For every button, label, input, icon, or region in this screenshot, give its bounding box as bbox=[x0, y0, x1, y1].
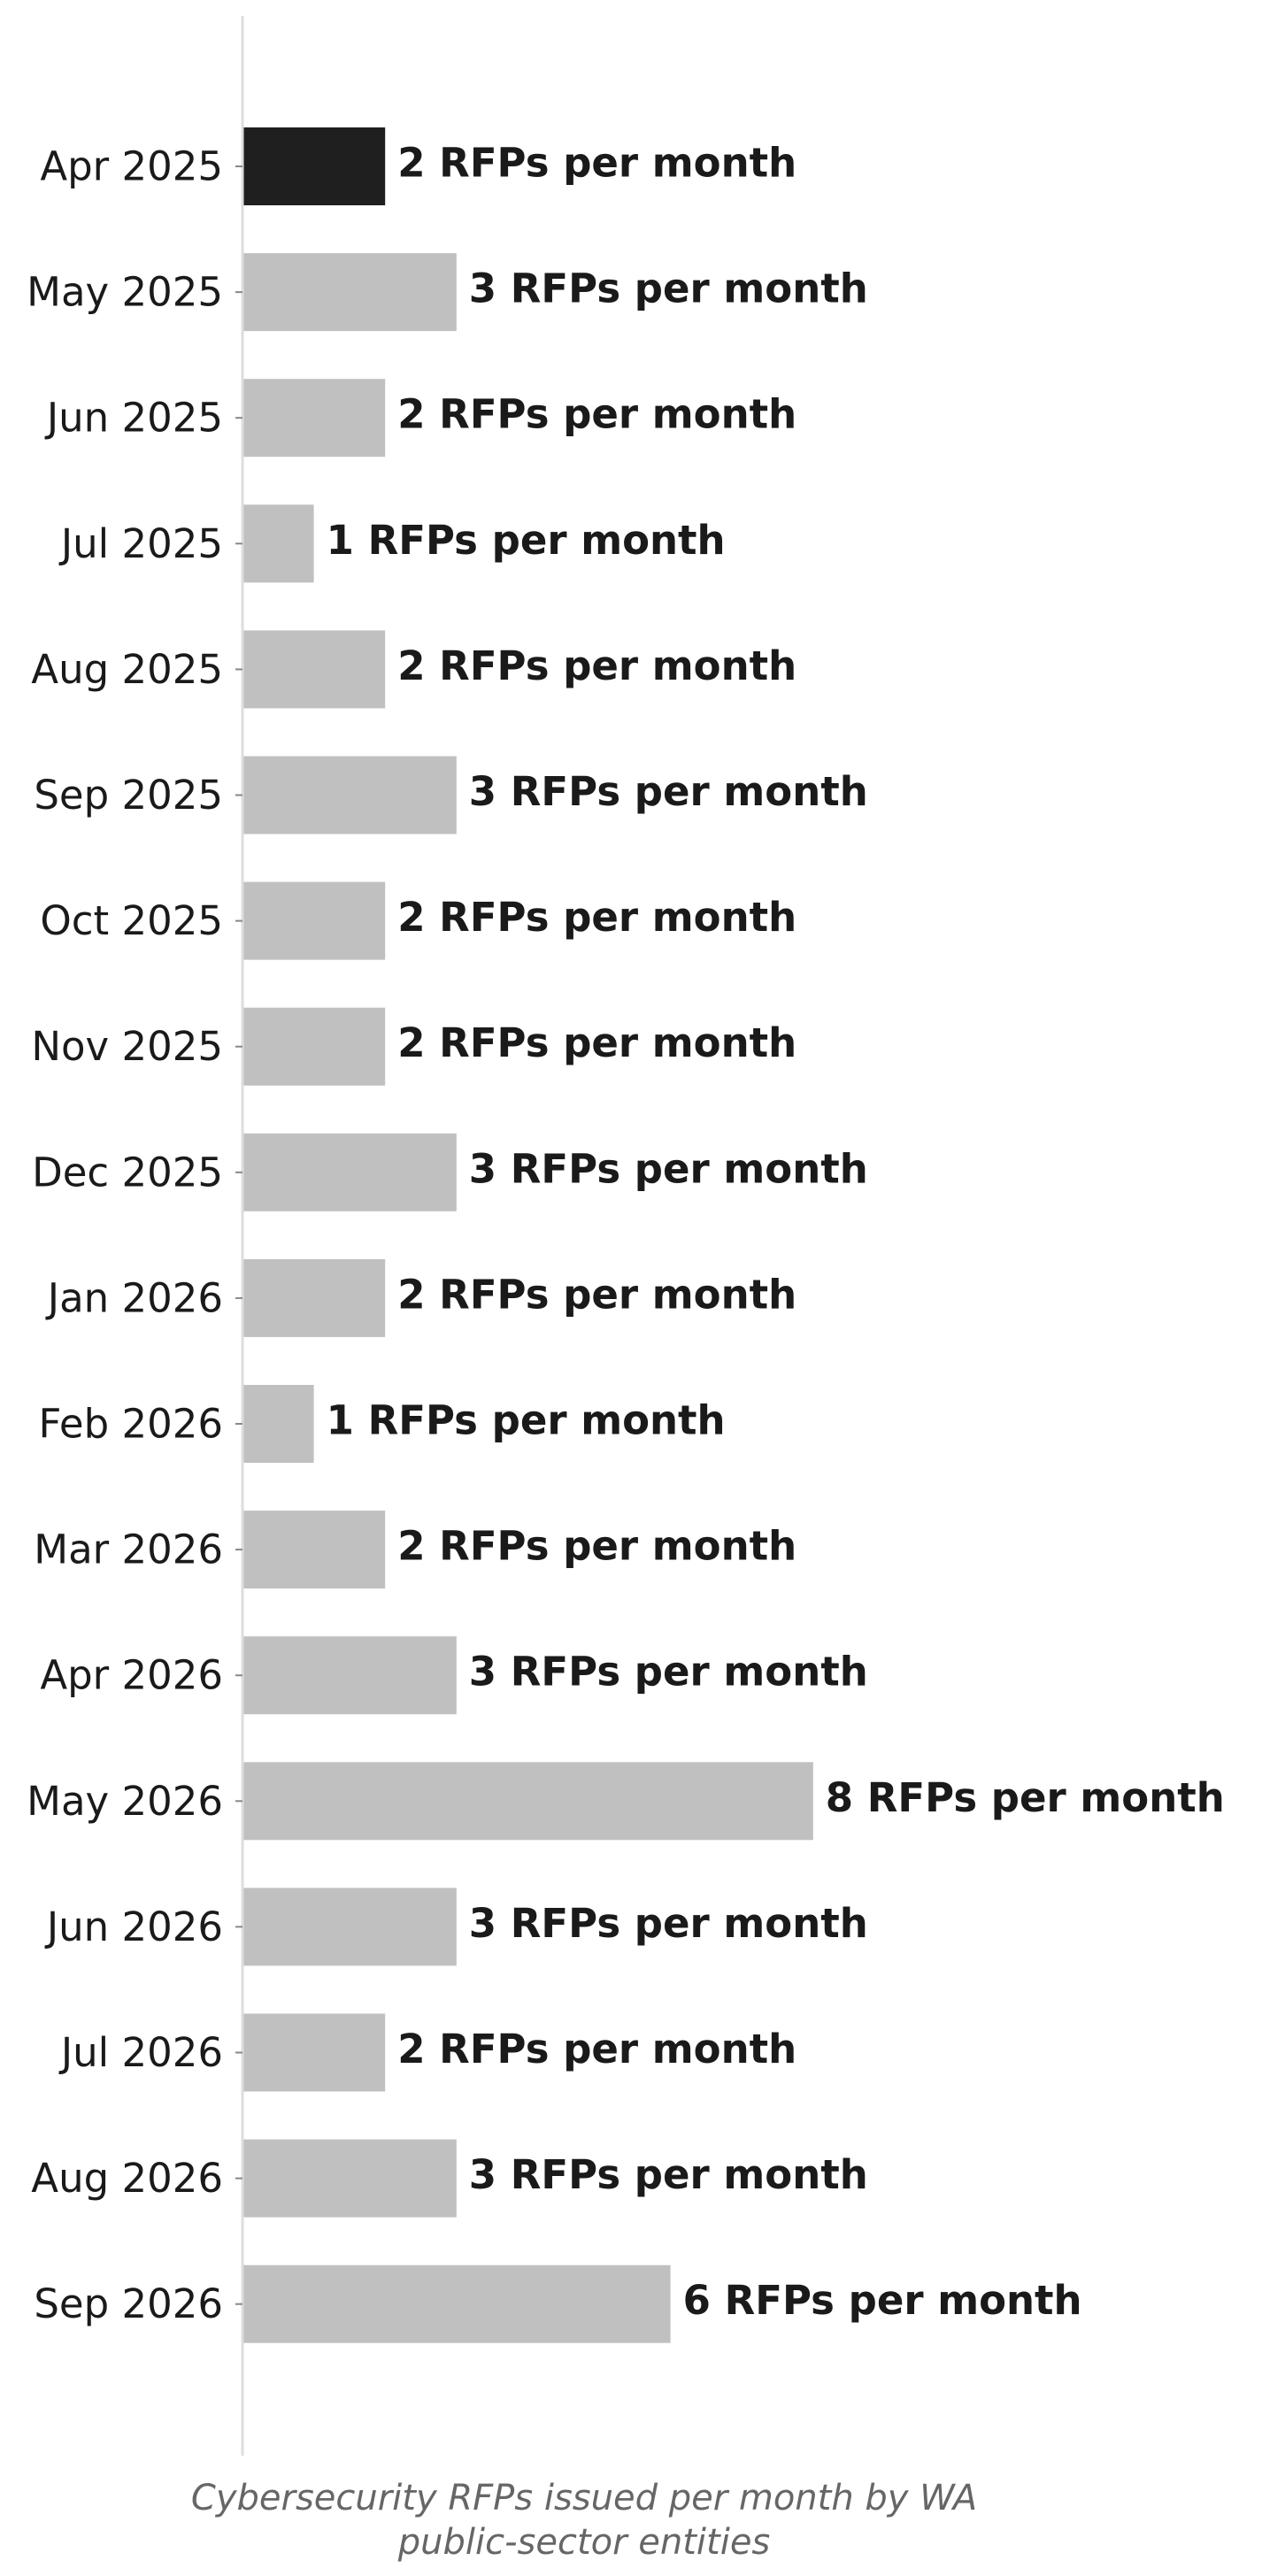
data-label: 3 RFPs per month bbox=[469, 265, 868, 312]
bar bbox=[242, 630, 386, 709]
data-label: 1 RFPs per month bbox=[327, 517, 726, 564]
category-label: Aug 2026 bbox=[31, 2155, 223, 2202]
x-axis-caption: Cybersecurity RFPs issued per month by W… bbox=[190, 2478, 978, 2563]
data-label: 2 RFPs per month bbox=[397, 391, 796, 438]
category-label: May 2026 bbox=[27, 1778, 223, 1825]
category-label: Jul 2026 bbox=[58, 2029, 223, 2076]
category-label: Dec 2025 bbox=[32, 1149, 223, 1196]
category-label: Jun 2026 bbox=[44, 1903, 223, 1950]
category-label: Aug 2025 bbox=[31, 646, 223, 693]
bar bbox=[242, 756, 457, 834]
bar bbox=[242, 2013, 386, 2092]
category-label: Jun 2025 bbox=[44, 395, 223, 442]
category-label: Apr 2026 bbox=[40, 1652, 223, 1699]
data-label: 3 RFPs per month bbox=[469, 2151, 868, 2198]
bar bbox=[242, 1385, 314, 1463]
category-label: May 2025 bbox=[27, 269, 223, 316]
bar bbox=[242, 1007, 386, 1086]
bar bbox=[242, 127, 386, 205]
data-label: 3 RFPs per month bbox=[469, 1900, 868, 1947]
bar bbox=[242, 2139, 457, 2218]
bar bbox=[242, 1133, 457, 1211]
bar bbox=[242, 1636, 457, 1715]
category-label: Sep 2026 bbox=[34, 2280, 223, 2327]
data-label: 2 RFPs per month bbox=[397, 1523, 796, 1570]
bar bbox=[242, 1258, 386, 1337]
data-label: 1 RFPs per month bbox=[327, 1397, 726, 1444]
data-label: 3 RFPs per month bbox=[469, 1649, 868, 1696]
category-label: Nov 2025 bbox=[31, 1023, 223, 1070]
bar bbox=[242, 2265, 671, 2343]
bar bbox=[242, 1762, 813, 1841]
category-label: Oct 2025 bbox=[40, 897, 223, 944]
bar bbox=[242, 504, 314, 583]
data-label: 2 RFPs per month bbox=[397, 140, 796, 187]
data-label: 3 RFPs per month bbox=[469, 768, 868, 815]
category-label: Jan 2026 bbox=[45, 1274, 223, 1321]
data-label: 2 RFPs per month bbox=[397, 642, 796, 689]
data-label: 3 RFPs per month bbox=[469, 1145, 868, 1192]
bars-group bbox=[242, 127, 813, 2343]
bar bbox=[242, 1888, 457, 1966]
bar bbox=[242, 253, 457, 332]
bar bbox=[242, 1511, 386, 1589]
data-label: 2 RFPs per month bbox=[397, 1019, 796, 1066]
bar bbox=[242, 379, 386, 458]
category-label: Mar 2026 bbox=[34, 1526, 223, 1573]
data-label: 2 RFPs per month bbox=[397, 894, 796, 941]
data-label: 8 RFPs per month bbox=[826, 1774, 1225, 1821]
y-ticks-group bbox=[235, 165, 242, 2305]
data-label: 2 RFPs per month bbox=[397, 2026, 796, 2072]
category-label: Feb 2026 bbox=[39, 1401, 224, 1448]
value-labels-group: 2 RFPs per month 3 RFPs per month 2 RFPs p… bbox=[327, 140, 1225, 2325]
bar bbox=[242, 881, 386, 960]
category-labels-group: Apr 2025 May 2025 Jun 2025 Jul 2025 Aug 2025… bbox=[27, 143, 223, 2328]
category-label: Sep 2025 bbox=[34, 772, 223, 819]
data-label: 2 RFPs per month bbox=[397, 1271, 796, 1318]
category-label: Jul 2025 bbox=[58, 520, 223, 567]
data-label: 6 RFPs per month bbox=[683, 2277, 1082, 2324]
category-label: Apr 2025 bbox=[40, 143, 223, 190]
